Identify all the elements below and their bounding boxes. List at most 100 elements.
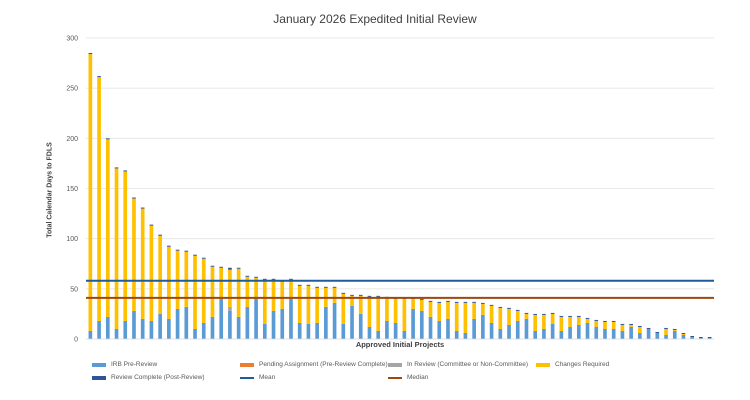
bar-31-series-3	[350, 295, 354, 306]
legend-label-changes-required: Changes Required	[555, 361, 610, 368]
bar-2-series-3	[97, 77, 101, 321]
bar-72-series-4	[707, 336, 712, 338]
bar-56-series-4	[568, 315, 572, 317]
bar-27-series-0	[315, 322, 319, 339]
bar-39-series-4	[419, 298, 424, 300]
reference-lines	[86, 279, 714, 299]
bar-45-series-0	[472, 318, 476, 339]
bar-36-series-0	[393, 322, 398, 339]
bar-46-series-4	[481, 302, 485, 304]
bar-45-series-4	[472, 301, 476, 303]
bar-53-series-4	[542, 313, 546, 315]
bar-40-series-4	[428, 300, 433, 302]
legend-item-median: Median	[388, 374, 428, 381]
bar-62-series-0	[620, 330, 625, 339]
gridlines	[86, 37, 714, 290]
bar-41-series-4	[437, 301, 442, 303]
bar-2-series-0	[97, 320, 101, 339]
bar-27-series-3	[315, 287, 319, 323]
bar-67-series-4	[664, 327, 668, 329]
bar-14-series-3	[201, 258, 206, 323]
bar-49-series-0	[507, 324, 511, 339]
bar-48-series-0	[498, 328, 503, 339]
bar-14-series-4	[201, 257, 206, 259]
bar-23-series-3	[280, 281, 285, 309]
bar-57-series-4	[576, 315, 581, 317]
bar-68-series-3	[672, 329, 677, 331]
bar-41-series-3	[437, 302, 442, 321]
bar-59-series-4	[594, 319, 599, 321]
bar-39-series-3	[419, 299, 424, 311]
bar-8-series-0	[149, 320, 154, 339]
y-tick-300: 300	[66, 36, 78, 43]
bar-71-series-4	[699, 336, 703, 338]
bar-5-series-4	[123, 170, 128, 172]
bar-23-series-0	[280, 308, 285, 339]
legend-label-in-review: In Review (Committee or Non-Committee)	[407, 361, 529, 368]
bar-60-series-0	[603, 328, 607, 339]
bar-64-series-3	[638, 326, 642, 333]
legend-swatch-review-complete	[92, 375, 106, 380]
bar-54-series-3	[550, 313, 555, 324]
legend-label-review-complete: Review Complete (Post-Review)	[111, 374, 205, 381]
bar-12-series-0	[184, 306, 189, 339]
bar-47-series-0	[489, 322, 494, 339]
bar-16-series-4	[219, 266, 224, 268]
legend-item-in-review: In Review (Committee or Non-Committee)	[388, 361, 528, 368]
bar-18-series-3	[236, 268, 241, 317]
bar-11-series-0	[175, 308, 180, 339]
bar-26-series-4	[306, 284, 311, 286]
bar-2-series-4	[97, 76, 101, 78]
bar-67-series-3	[664, 328, 668, 335]
bar-17-series-0	[228, 310, 232, 339]
bar-4-series-0	[114, 328, 119, 339]
bar-61-series-3	[611, 321, 616, 329]
bar-31-series-4	[350, 294, 354, 296]
bar-3-series-3	[105, 139, 110, 317]
bar-58-series-4	[585, 317, 590, 319]
bar-50-series-0	[515, 320, 520, 339]
bar-33-series-4	[367, 295, 372, 297]
bar-72-series-0	[707, 337, 712, 339]
bar-21-series-0	[262, 323, 267, 339]
bar-9-series-0	[158, 313, 162, 339]
bar-63-series-3	[629, 324, 633, 327]
legend-label-median: Median	[407, 374, 429, 381]
bar-66-series-0	[655, 332, 660, 339]
bar-66-series-4	[655, 331, 660, 333]
y-tick-0: 0	[74, 337, 78, 344]
bar-35-series-0	[385, 320, 389, 339]
bar-5-series-3	[123, 171, 128, 321]
bar-59-series-0	[594, 326, 599, 339]
bar-57-series-0	[576, 324, 581, 339]
bar-58-series-0	[585, 322, 590, 339]
bar-38-series-3	[411, 298, 415, 309]
bar-5-series-0	[123, 320, 128, 339]
bar-33-series-3	[367, 296, 372, 327]
bar-55-series-3	[559, 316, 564, 331]
bar-20-series-3	[254, 277, 258, 299]
bar-28-series-4	[324, 286, 328, 288]
legend-swatch-mean	[240, 376, 254, 379]
bar-55-series-4	[559, 315, 564, 317]
bar-25-series-4	[297, 284, 302, 286]
bar-50-series-4	[515, 309, 520, 311]
bar-21-series-3	[262, 279, 267, 324]
bar-3-series-0	[105, 316, 110, 339]
bar-47-series-3	[489, 305, 494, 323]
bar-16-series-0	[219, 298, 224, 339]
bar-10-series-4	[167, 245, 171, 247]
legend-swatch-median	[388, 376, 402, 379]
bar-52-series-4	[533, 313, 538, 315]
bar-51-series-3	[524, 313, 529, 319]
legend-swatch-pending-assignment	[240, 362, 254, 367]
bar-34-series-3	[376, 296, 381, 331]
bar-30-series-4	[341, 292, 346, 294]
bar-10-series-0	[167, 318, 171, 339]
bar-45-series-3	[472, 302, 476, 319]
bar-51-series-0	[524, 318, 529, 339]
bar-55-series-0	[559, 330, 564, 339]
bar-9-series-4	[158, 234, 162, 236]
bar-30-series-0	[341, 323, 346, 339]
bar-68-series-4	[672, 328, 677, 330]
